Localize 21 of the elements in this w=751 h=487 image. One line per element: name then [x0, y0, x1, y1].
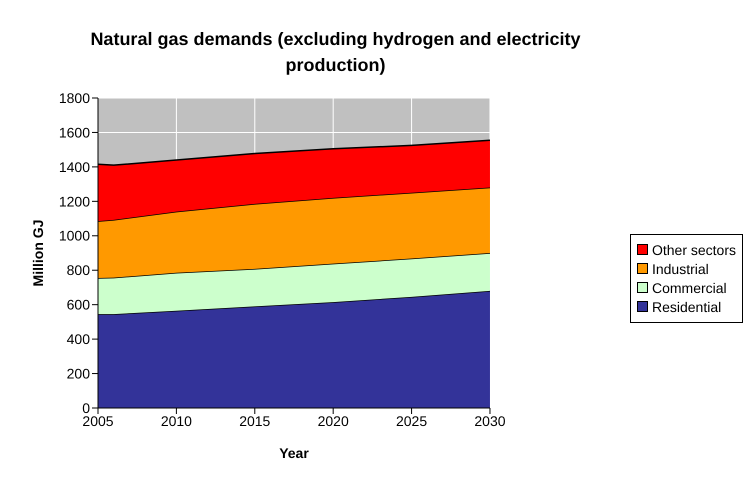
y-tick-label: 1800 — [58, 90, 90, 106]
chart-title: Natural gas demands (excluding hydrogen and electricity production) — [89, 28, 582, 77]
x-axis-title: Year — [279, 445, 310, 461]
y-tick-label: 1200 — [58, 193, 90, 210]
legend-label: Commercial — [652, 280, 727, 296]
legend-label: Residential — [652, 298, 722, 314]
y-axis-title: Million GJ — [30, 220, 46, 286]
x-tick-label: 2010 — [160, 412, 192, 429]
y-tick-label: 600 — [66, 296, 90, 313]
y-tick-label: 400 — [66, 331, 90, 348]
y-tick-label: 200 — [66, 366, 90, 382]
y-tick-label: 1600 — [58, 124, 90, 140]
y-tick-label: 1400 — [58, 158, 90, 175]
y-tick-label: 1000 — [58, 228, 90, 244]
x-tick-label: 2025 — [396, 412, 428, 429]
x-tick-label: 2015 — [239, 412, 271, 429]
x-tick-label: 2020 — [318, 412, 349, 429]
legend-label: Other sectors — [652, 242, 736, 258]
legend-label: Industrial — [652, 260, 709, 276]
y-tick-label: 800 — [66, 262, 90, 278]
x-tick-label: 2030 — [474, 412, 506, 429]
